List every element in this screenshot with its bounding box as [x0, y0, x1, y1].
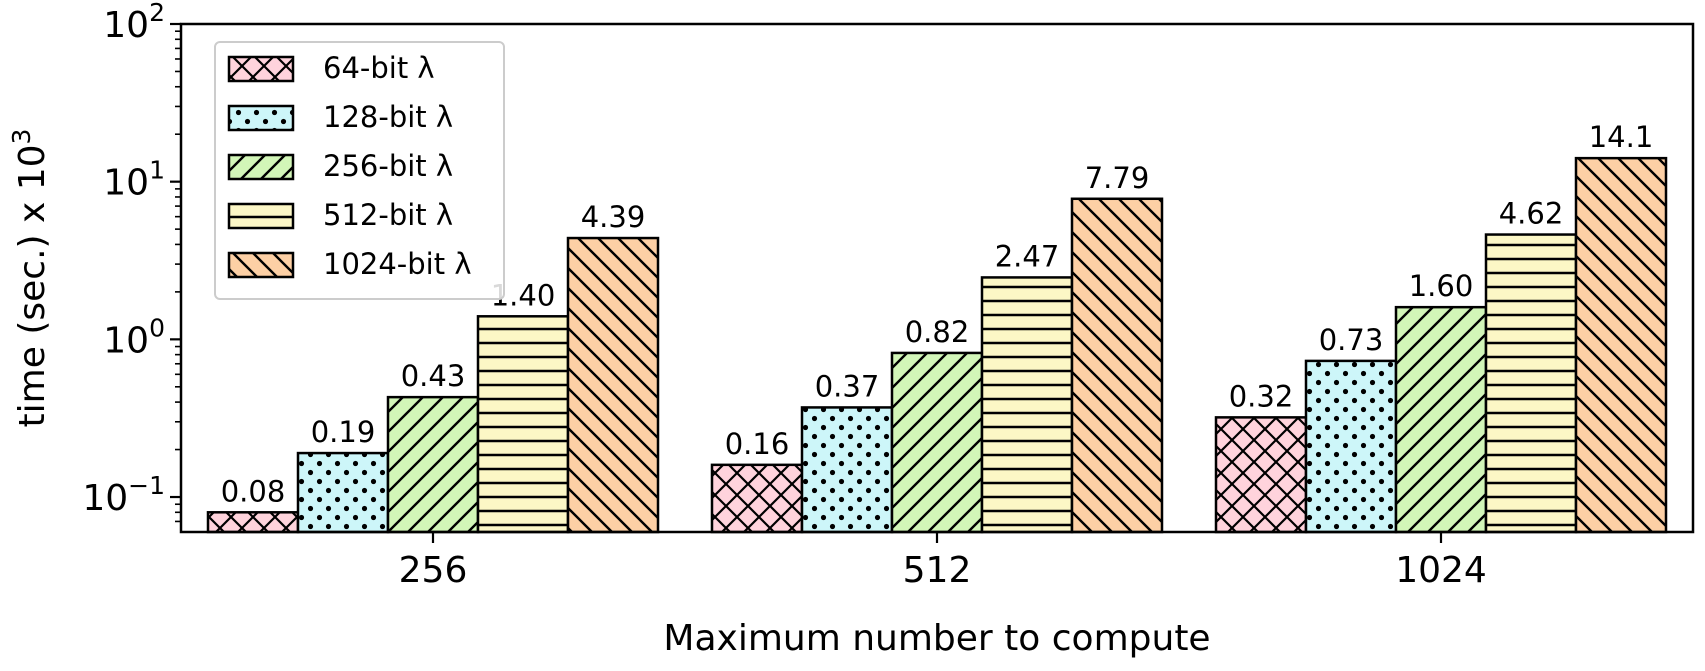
bar-hatch-64bit-512 — [710, 463, 804, 534]
data-labels-group: 0.080.190.431.404.390.160.370.822.477.79… — [221, 120, 1654, 508]
legend-label-64bit: 64-bit λ — [323, 51, 435, 85]
legend-label-1024bit: 1024-bit λ — [323, 247, 471, 281]
y-axis-title: time (sec.) x 103 — [7, 129, 53, 428]
data-label-256bit-1024: 1.60 — [1409, 269, 1474, 303]
data-label-512bit-512: 2.47 — [995, 239, 1060, 273]
y-tick-label: 10−1 — [82, 471, 165, 519]
bar-hatch-256bit-512 — [890, 351, 984, 534]
data-label-256bit-256: 0.43 — [401, 359, 466, 393]
data-label-1024bit-512: 7.79 — [1085, 161, 1150, 195]
data-label-64bit-1024: 0.32 — [1229, 379, 1294, 413]
bar-hatch-128bit-256 — [296, 451, 390, 534]
bar-hatch-64bit-256 — [206, 511, 300, 534]
y-tick-label: 100 — [103, 313, 165, 361]
data-label-256bit-512: 0.82 — [905, 315, 970, 349]
bar-hatch-1024bit-256 — [566, 236, 660, 534]
legend-swatch-hatch-128bit — [227, 104, 295, 132]
bar-hatch-512bit-1024 — [1484, 233, 1578, 534]
data-label-512bit-1024: 4.62 — [1499, 197, 1564, 231]
y-tick-label: 102 — [103, 0, 165, 46]
x-tick-label-512: 512 — [903, 550, 972, 591]
bar-hatch-512bit-256 — [476, 315, 570, 534]
x-axis: 256 512 1024 — [399, 532, 1487, 591]
data-label-128bit-512: 0.37 — [815, 369, 880, 403]
bars-group — [206, 156, 1668, 534]
data-label-128bit-256: 0.19 — [311, 415, 376, 449]
legend-swatch-hatch-64bit — [227, 55, 295, 83]
bar-hatch-256bit-256 — [386, 395, 480, 534]
x-tick-label-1024: 1024 — [1395, 550, 1487, 591]
data-label-1024bit-256: 4.39 — [581, 200, 646, 234]
legend-swatch-hatch-1024bit — [227, 251, 295, 279]
bar-hatch-1024bit-512 — [1070, 197, 1164, 534]
bar-hatch-64bit-1024 — [1214, 416, 1308, 534]
legend-label-512bit: 512-bit λ — [323, 198, 453, 232]
x-tick-label-256: 256 — [399, 550, 468, 591]
data-label-64bit-512: 0.16 — [725, 427, 790, 461]
data-label-128bit-1024: 0.73 — [1319, 323, 1384, 357]
data-label-64bit-256: 0.08 — [221, 474, 286, 508]
y-tick-label: 101 — [103, 156, 165, 204]
data-label-1024bit-1024: 14.1 — [1589, 120, 1654, 154]
legend-swatch-hatch-512bit — [227, 202, 295, 230]
x-axis-title: Maximum number to compute — [663, 618, 1210, 659]
legend-swatch-hatch-256bit — [227, 153, 295, 181]
bar-hatch-128bit-1024 — [1304, 359, 1398, 534]
legend-label-128bit: 128-bit λ — [323, 100, 453, 134]
bar-hatch-256bit-1024 — [1394, 305, 1488, 534]
bar-hatch-512bit-512 — [980, 276, 1074, 534]
legend: 64-bit λ 128-bit λ 256-bit λ 512-bit λ 1024-… — [214, 41, 505, 300]
bar-hatch-1024bit-1024 — [1574, 156, 1668, 534]
legend-label-256bit: 256-bit λ — [323, 149, 453, 183]
bar-hatch-128bit-512 — [800, 406, 894, 534]
y-axis: 10−1 100 101 102 — [82, 0, 181, 523]
